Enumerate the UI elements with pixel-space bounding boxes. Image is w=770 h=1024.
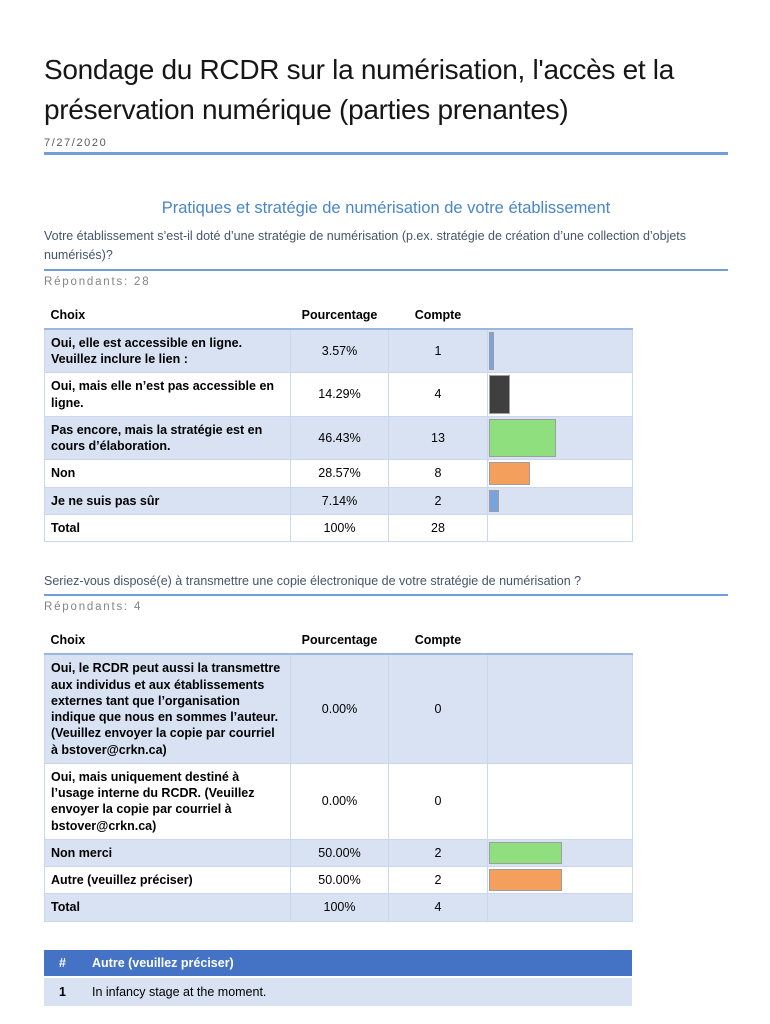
choice-cell: Total: [44, 893, 291, 922]
count-cell: 4: [388, 372, 488, 417]
choice-cell: Je ne suis pas sûr: [44, 486, 291, 515]
percentage-cell: 100%: [290, 893, 389, 922]
chart-cell: [487, 328, 633, 374]
count-cell: 4: [388, 893, 488, 922]
question-2-text: Seriez-vous disposé(e) à transmettre une…: [44, 574, 582, 588]
count-cell: 2: [388, 838, 488, 868]
choice-cell: Oui, mais uniquement destiné à l’usage i…: [44, 762, 291, 840]
table-row: Oui, mais elle n’est pas accessible en l…: [44, 372, 633, 417]
header-count: Compte: [388, 302, 488, 330]
table-header-row: # Autre (veuillez préciser): [44, 949, 632, 976]
table-total-row: Total 100% 4: [44, 893, 633, 922]
title-divider: [44, 152, 728, 155]
question-1-respondents: Répondants: 28: [44, 275, 151, 288]
report-date: 7/27/2020: [44, 137, 108, 149]
percentage-cell: 50.00%: [290, 838, 389, 868]
chart-cell: [487, 838, 633, 868]
count-cell: 1: [388, 328, 488, 374]
count-cell: 0: [388, 762, 488, 840]
chart-cell: [487, 513, 633, 543]
value-bar: [489, 841, 562, 865]
chart-cell: [487, 653, 633, 764]
table-header-row: Choix Pourcentage Compte: [44, 628, 633, 656]
table-row: Oui, le RCDR peut aussi la transmettre a…: [44, 653, 633, 764]
count-cell: 2: [388, 866, 488, 895]
count-cell: 8: [388, 459, 488, 488]
question-1-text: Votre établissement s’est-il doté d’une …: [44, 229, 687, 263]
header-percentage: Pourcentage: [290, 628, 389, 656]
percentage-cell: 46.43%: [290, 415, 389, 461]
table-row: Pas encore, mais la stratégie est en cou…: [44, 415, 633, 461]
other-responses-table: # Autre (veuillez préciser) 1 In infancy…: [44, 948, 632, 1008]
table-row: 1 In infancy stage at the moment.: [44, 977, 632, 1006]
table-header-row: Choix Pourcentage Compte: [44, 302, 633, 330]
table-row: Je ne suis pas sûr 7.14% 2: [44, 486, 633, 515]
percentage-cell: 28.57%: [290, 459, 389, 488]
question-2-table: Choix Pourcentage Compte Oui, le RCDR pe…: [44, 628, 633, 922]
percentage-cell: 100%: [290, 513, 389, 543]
header-count: Compte: [388, 628, 488, 656]
header-chart: [487, 302, 633, 330]
table-total-row: Total 100% 28: [44, 513, 633, 543]
question-2-respondents: Répondants: 4: [44, 601, 143, 614]
header-number: #: [44, 949, 86, 976]
table-row: Oui, mais uniquement destiné à l’usage i…: [44, 762, 633, 840]
response-text-cell: In infancy stage at the moment.: [86, 977, 632, 1006]
count-cell: 0: [388, 653, 488, 764]
header-choice: Choix: [44, 302, 291, 330]
choice-cell: Total: [44, 513, 291, 543]
question-1-divider: [44, 268, 728, 271]
choice-cell: Non merci: [44, 838, 291, 868]
table-row: Non 28.57% 8: [44, 459, 633, 488]
value-bar: [489, 418, 557, 458]
section-heading: Pratiques et stratégie de numérisation d…: [161, 199, 611, 217]
header-percentage: Pourcentage: [290, 302, 389, 330]
table-row: Oui, elle est accessible en ligne. Veuil…: [44, 328, 633, 374]
chart-cell: [487, 459, 633, 488]
row-number-cell: 1: [44, 977, 86, 1006]
question-2-divider: [44, 594, 728, 597]
percentage-cell: 7.14%: [290, 486, 389, 515]
percentage-cell: 3.57%: [290, 328, 389, 374]
choice-cell: Oui, le RCDR peut aussi la transmettre a…: [44, 653, 291, 764]
chart-cell: [487, 415, 633, 461]
percentage-cell: 0.00%: [290, 762, 389, 840]
value-bar: [489, 489, 500, 512]
value-bar: [489, 331, 495, 371]
table-row: Non merci 50.00% 2: [44, 838, 633, 868]
chart-cell: [487, 762, 633, 840]
percentage-cell: 14.29%: [290, 372, 389, 417]
choice-cell: Oui, elle est accessible en ligne. Veuil…: [44, 328, 291, 374]
header-other-label: Autre (veuillez préciser): [86, 949, 632, 976]
count-cell: 28: [388, 513, 488, 543]
choice-cell: Non: [44, 459, 291, 488]
count-cell: 2: [388, 486, 488, 515]
chart-cell: [487, 372, 633, 417]
chart-cell: [487, 486, 633, 515]
choice-cell: Autre (veuillez préciser): [44, 866, 291, 895]
header-chart: [487, 628, 633, 656]
percentage-cell: 50.00%: [290, 866, 389, 895]
question-1-table: Choix Pourcentage Compte Oui, elle est a…: [44, 302, 633, 543]
header-choice: Choix: [44, 628, 291, 656]
value-bar: [489, 869, 562, 892]
page-title: Sondage du RCDR sur la numérisation, l'a…: [44, 54, 674, 125]
chart-cell: [487, 893, 633, 922]
value-bar: [489, 375, 510, 414]
chart-cell: [487, 866, 633, 895]
percentage-cell: 0.00%: [290, 653, 389, 764]
count-cell: 13: [388, 415, 488, 461]
choice-cell: Pas encore, mais la stratégie est en cou…: [44, 415, 291, 461]
value-bar: [489, 462, 531, 485]
choice-cell: Oui, mais elle n’est pas accessible en l…: [44, 372, 291, 417]
table-row: Autre (veuillez préciser) 50.00% 2: [44, 866, 633, 895]
page-content: Sondage du RCDR sur la numérisation, l'a…: [44, 0, 728, 1008]
